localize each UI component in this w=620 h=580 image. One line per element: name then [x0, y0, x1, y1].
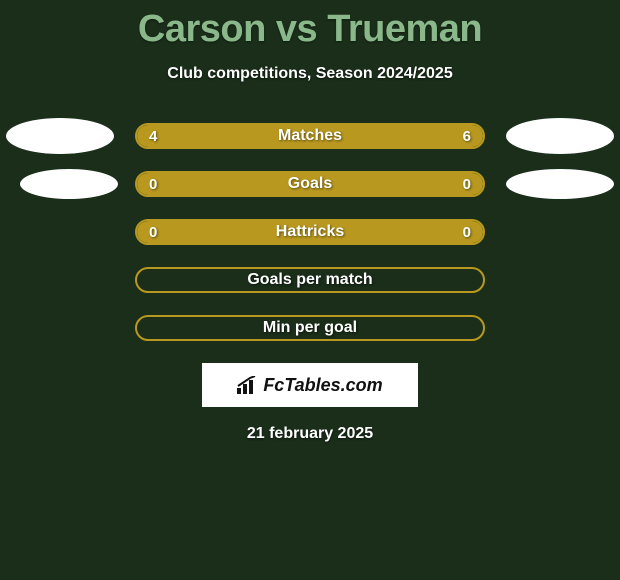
logo-text: FcTables.com — [263, 375, 382, 396]
footer-date: 21 february 2025 — [0, 425, 620, 443]
stat-row: 0 Goals 0 — [0, 171, 620, 197]
source-logo: FcTables.com — [202, 363, 418, 407]
bar-fill-right — [310, 173, 483, 195]
stat-label: Min per goal — [263, 319, 357, 337]
stat-label: Hattricks — [276, 223, 344, 241]
left-value: 4 — [149, 128, 157, 145]
stat-row: 4 Matches 6 — [0, 123, 620, 149]
bar-fill-left — [137, 173, 310, 195]
stat-bar: Min per goal — [135, 315, 485, 341]
stats-container: 4 Matches 6 0 Goals 0 0 Hattricks 0 Goals per mat… — [0, 123, 620, 341]
stat-bar: Goals per match — [135, 267, 485, 293]
stat-row: Min per goal — [0, 315, 620, 341]
stat-label: Goals per match — [247, 271, 372, 289]
stat-row: 0 Hattricks 0 — [0, 219, 620, 245]
player-avatar-right — [506, 169, 614, 199]
page-title: Carson vs Trueman — [0, 0, 620, 51]
stat-bar: 0 Goals 0 — [135, 171, 485, 197]
left-value: 0 — [149, 224, 157, 241]
stat-label: Matches — [278, 127, 342, 145]
player-avatar-right — [506, 118, 614, 154]
player-avatar-left — [20, 169, 118, 199]
stat-bar: 4 Matches 6 — [135, 123, 485, 149]
left-value: 0 — [149, 176, 157, 193]
bar-chart-icon — [237, 376, 259, 394]
page-subtitle: Club competitions, Season 2024/2025 — [0, 65, 620, 83]
stat-row: Goals per match — [0, 267, 620, 293]
player-avatar-left — [6, 118, 114, 154]
right-value: 6 — [463, 128, 471, 145]
stat-label: Goals — [288, 175, 332, 193]
right-value: 0 — [463, 176, 471, 193]
right-value: 0 — [463, 224, 471, 241]
bar-fill-left — [137, 125, 275, 147]
stat-bar: 0 Hattricks 0 — [135, 219, 485, 245]
